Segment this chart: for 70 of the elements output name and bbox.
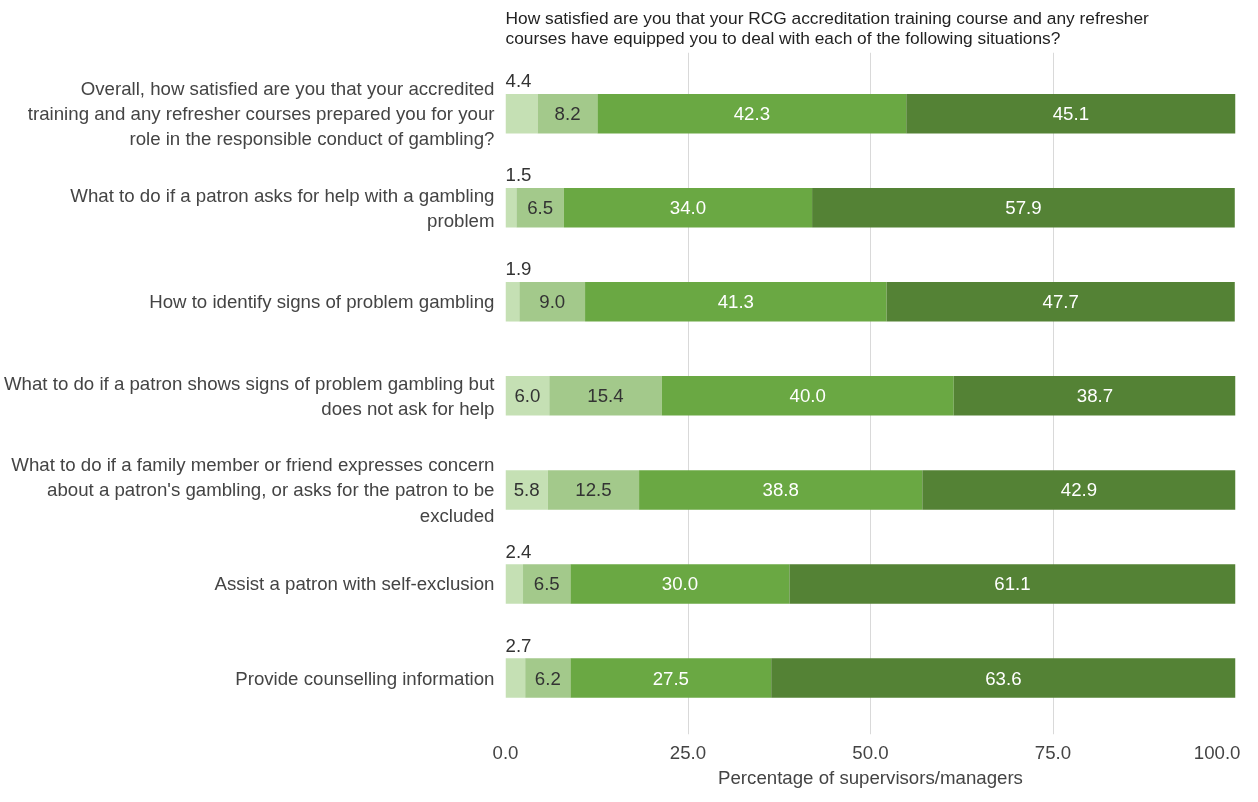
bar (886, 282, 1235, 322)
y-tick-label: What to do if a family member or friend expresses concern about a patron's gambling, or asks for the patron to be excluded (11, 454, 495, 526)
y-tick-label: Assist a patron with self-exclusion (214, 573, 495, 595)
x-tick-label: 0.0 (492, 741, 519, 763)
bar (523, 564, 571, 604)
bar (812, 187, 1235, 228)
data-label: 47.7 (1042, 291, 1079, 313)
bar (505, 376, 550, 416)
data-label: 8.2 (554, 103, 581, 125)
x-tick-label: 50.0 (852, 741, 889, 763)
bar (570, 658, 772, 698)
data-label: 15.4 (587, 385, 624, 407)
bar (505, 470, 548, 510)
data-label: 12.5 (575, 479, 612, 501)
x-tick-label: 100.0 (1193, 741, 1241, 763)
bar (537, 93, 598, 134)
data-label: 63.6 (985, 667, 1022, 689)
data-label: 42.3 (733, 103, 771, 125)
data-label: 1.9 (505, 258, 532, 280)
data-label: 38.8 (762, 479, 799, 501)
bar (906, 93, 1236, 134)
data-label: 6.5 (533, 573, 560, 595)
data-label: 61.1 (994, 573, 1031, 595)
data-label: 5.8 (513, 479, 540, 501)
bar (505, 658, 526, 698)
data-label: 57.9 (1005, 197, 1042, 219)
data-label: 9.0 (539, 291, 566, 313)
bar (789, 564, 1236, 604)
data-label: 6.2 (534, 667, 561, 689)
bar (549, 376, 662, 416)
bar (547, 470, 640, 510)
x-axis-title: Percentage of supervisors/managers (718, 766, 1023, 788)
y-tick-label: What to do if a patron shows signs of problem gambling but does not ask for help (3, 372, 496, 419)
data-label: 2.4 (505, 540, 532, 562)
data-label: 41.3 (717, 291, 754, 313)
data-label: 38.7 (1076, 385, 1114, 407)
data-label: 30.0 (661, 573, 699, 595)
data-label: 4.4 (505, 70, 532, 92)
bar (505, 187, 517, 228)
data-label: 40.0 (789, 385, 826, 407)
bar (563, 187, 813, 228)
bar (922, 470, 1236, 510)
data-label: 34.0 (669, 197, 707, 219)
x-tick-label: 25.0 (669, 741, 707, 763)
data-label: 6.5 (527, 197, 554, 219)
x-tick-label: 75.0 (1034, 741, 1072, 763)
bar (525, 658, 571, 698)
y-tick-label: Provide counselling information (235, 667, 495, 689)
data-label: 42.9 (1060, 479, 1098, 501)
bar (585, 282, 887, 322)
bar (661, 376, 954, 416)
data-label: 2.7 (505, 634, 532, 656)
y-tick-label: What to do if a patron asks for help with a gambling problem (70, 184, 495, 231)
y-tick-label: How to identify signs of problem gambling (149, 291, 495, 313)
bar (639, 470, 923, 510)
bar (505, 564, 524, 604)
data-label: 6.0 (514, 385, 541, 407)
bar (771, 658, 1236, 698)
data-label: 1.5 (505, 164, 532, 186)
chart-title: How satisfied are you that your RCG accreditation training course and any refresher courses have equipped you to deal with each of the following situations? (505, 7, 1150, 48)
bar (505, 93, 538, 134)
bar (570, 564, 790, 604)
bar (597, 93, 907, 134)
bar (516, 187, 564, 228)
bar (519, 282, 586, 322)
data-label: 45.1 (1052, 103, 1090, 125)
y-tick-label: Overall, how satisfied are you that your accredited training and any refresher courses prepared you for your role in the responsible conduct of gambling? (27, 77, 495, 150)
bar (953, 376, 1236, 416)
bar (505, 282, 520, 322)
data-label: 27.5 (652, 667, 689, 689)
